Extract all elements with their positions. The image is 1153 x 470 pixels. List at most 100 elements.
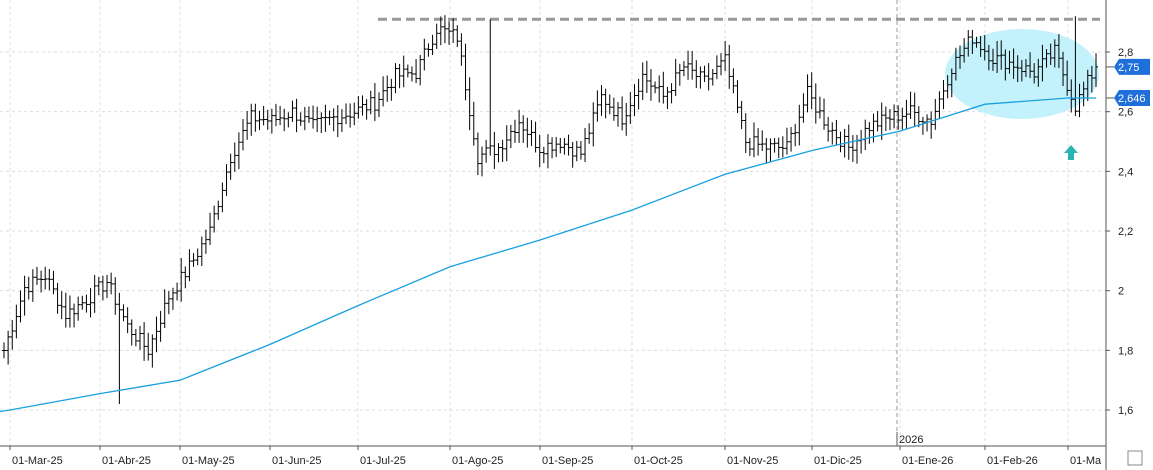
ohlc-bar [776,137,781,158]
ohlc-bar [999,40,1004,70]
ohlc-bar [1028,52,1033,79]
ohlc-bar [121,304,126,322]
ohlc-bar [1065,60,1070,96]
x-tick-label: 01-Ago-25 [452,455,503,467]
ohlc-bar [648,69,653,101]
ohlc-bar [393,63,398,94]
ohlc-bar [125,307,130,334]
ohlc-bar [228,153,233,180]
ohlc-bar [451,18,456,43]
ohlc-bar [34,266,39,285]
ohlc-bar [306,106,311,123]
ohlc-bar [158,310,163,342]
ohlc-bar [583,127,588,163]
ohlc-bar [615,102,620,127]
ohlc-bar [459,33,464,66]
ohlc-bar [224,164,229,196]
ohlc-bar [834,119,839,146]
ohlc-bar [826,116,831,142]
ohlc-bar [587,123,592,144]
ohlc-bar [290,100,295,122]
corner-box[interactable] [1127,450,1143,466]
ohlc-bar [805,74,810,113]
ohlc-bar [117,292,122,405]
ohlc-bar [47,268,52,291]
ohlc-bar [1023,59,1028,78]
moving-average-line [0,97,1096,413]
ohlc-bar [488,19,493,156]
x-tick-label: 01-Nov-25 [727,455,778,467]
ohlc-bar [529,120,534,147]
y-tick-label: 2 [1118,286,1124,298]
ohlc-bar [644,60,649,94]
ohlc-bar [760,130,765,152]
x-tick-label: 01-Ene-26 [902,455,953,467]
ohlc-bar [797,104,802,146]
ohlc-bar [723,40,728,72]
ohlc-bar [496,143,501,163]
ohlc-bar [1003,49,1008,81]
ohlc-bar [772,138,777,153]
ohlc-bar [76,296,81,321]
y-tick-label: 2,2 [1118,226,1133,238]
ohlc-bar [249,103,254,136]
ohlc-bar [154,316,159,353]
ohlc-bar [253,103,258,132]
ohlc-bar [607,94,612,115]
ohlc-bar [335,105,340,138]
ohlc-bar [51,270,56,295]
ohlc-bar [273,103,278,127]
ohlc-bar [381,76,386,107]
ohlc-bar [88,288,93,318]
x-tick-label: 01-Mar-25 [12,455,63,467]
ohlc-bar [653,81,658,94]
y-tick-label: 1,8 [1118,345,1133,357]
ohlc-bar [525,117,530,148]
ohlc-bar [414,59,419,84]
ohlc-bar [780,136,785,158]
ohlc-bar [1069,79,1074,113]
ohlc-bar [686,50,691,80]
x-tick-label: 01-Ma [1070,455,1102,467]
ohlc-bar [257,110,262,131]
ohlc-bar [978,36,983,57]
ohlc-bar [352,102,357,126]
ohlc-bar [344,103,349,125]
ohlc-bar [698,66,703,89]
ohlc-bar [986,44,991,71]
ohlc-bar [875,111,880,132]
price-badge-label: 2,75 [1118,62,1139,74]
ohlc-bar [743,113,748,154]
ohlc-bar [793,123,798,147]
ohlc-bar [467,77,472,131]
ohlc-bar [681,61,686,77]
ohlc-bar [624,103,629,136]
ohlc-bar [331,108,336,132]
ohlc-bar [595,90,600,122]
ohlc-bar [1056,34,1061,69]
y-tick-label: 1,6 [1118,405,1133,417]
ohlc-bar [747,137,752,156]
ohlc-bar [632,84,637,117]
ohlc-bar [203,229,208,254]
x-tick-label: 01-Dic-25 [814,455,862,467]
ohlc-bar [418,54,423,86]
ohlc-bar [323,104,328,132]
ohlc-bar [100,275,105,301]
ohlc-bar [673,58,678,96]
ohlc-bar [471,101,476,146]
ohlc-bar [327,110,332,126]
ohlc-bar [949,68,954,98]
ohlc-bar [953,47,958,81]
ohlc-bar [389,78,394,101]
ohlc-bar [533,121,538,153]
ohlc-bar [236,132,241,170]
ohlc-bar [665,86,670,110]
ohlc-bar [67,295,72,328]
ohlc-bar [1094,53,1098,87]
ohlc-bar [484,139,489,163]
ohlc-bar [43,266,48,290]
ohlc-bar [517,109,522,143]
ohlc-bar [39,270,44,293]
